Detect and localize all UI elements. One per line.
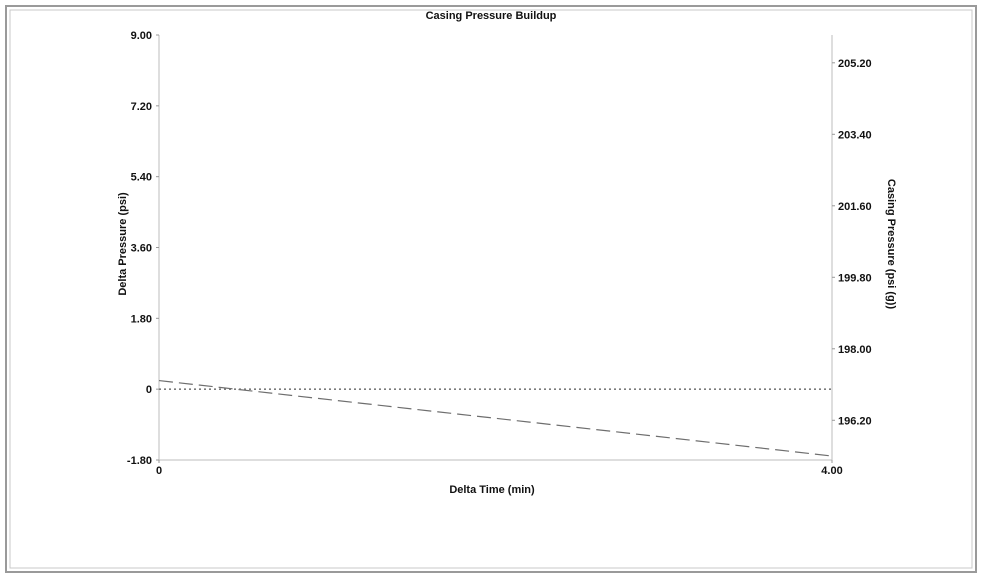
x-axis-label: Delta Time (min) — [449, 484, 535, 496]
y-left-tick-label: 1.80 — [131, 313, 152, 325]
y-left-tick-label: 3.60 — [131, 243, 152, 255]
y-left-tick-label: 0 — [146, 384, 152, 396]
y-left-tick-label: 7.20 — [131, 101, 152, 113]
x-tick-label: 0 — [156, 465, 162, 477]
x-tick-label: 4.00 — [821, 465, 842, 477]
y-right-tick-label: 199.80 — [838, 272, 872, 284]
y-left-tick-label: 9.00 — [131, 30, 152, 42]
y-right-tick-label: 203.40 — [838, 129, 872, 141]
y-right-tick-label: 205.20 — [838, 58, 872, 70]
chart-title: Casing Pressure Buildup — [426, 10, 557, 22]
y-right-tick-label: 201.60 — [838, 201, 872, 213]
y-axis-left-label: Delta Pressure (psi) — [117, 192, 129, 296]
y-right-tick-label: 198.00 — [838, 344, 872, 356]
y-axis-right-label: Casing Pressure (psi (g)) — [885, 179, 897, 310]
y-left-tick-label: 5.40 — [131, 172, 152, 184]
y-left-tick-label: -1.80 — [127, 455, 152, 467]
y-right-tick-label: 196.20 — [838, 415, 872, 427]
